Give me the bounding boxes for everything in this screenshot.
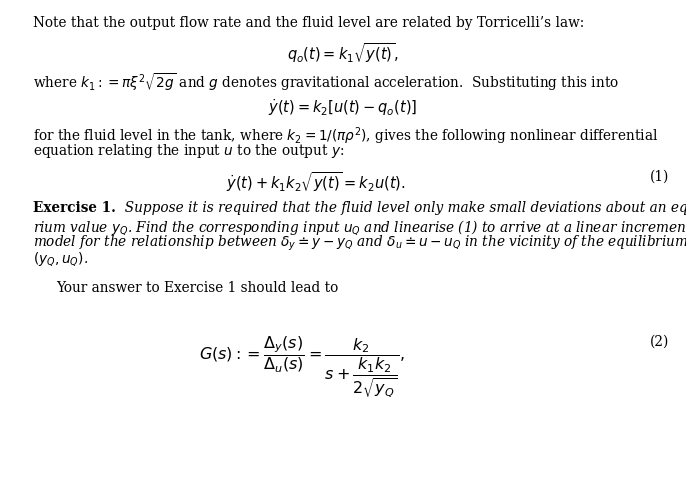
Text: for the fluid level in the tank, where $k_2 = 1/(\pi\rho^2)$, gives the followin: for the fluid level in the tank, where $… — [33, 125, 658, 147]
Text: (1): (1) — [650, 170, 669, 184]
Text: $q_o(t) = k_1\sqrt{y(t)},$: $q_o(t) = k_1\sqrt{y(t)},$ — [287, 41, 399, 65]
Text: $\dot{y}(t) + k_1k_2\sqrt{y(t)} = k_2u(t).$: $\dot{y}(t) + k_1k_2\sqrt{y(t)} = k_2u(t… — [226, 170, 405, 194]
Text: equation relating the input $u$ to the output $y$:: equation relating the input $u$ to the o… — [33, 142, 344, 161]
Text: $\dot{y}(t) = k_2[u(t) - q_o(t)]$: $\dot{y}(t) = k_2[u(t) - q_o(t)]$ — [268, 97, 418, 118]
Text: Your answer to Exercise 1 should lead to: Your answer to Exercise 1 should lead to — [56, 281, 338, 295]
Text: model for the relationship between $\delta_y \doteq y - y_Q$ and $\delta_u \dote: model for the relationship between $\del… — [33, 234, 686, 253]
Text: Note that the output flow rate and the fluid level are related by Torricelli’s l: Note that the output flow rate and the f… — [33, 16, 584, 30]
Text: where $k_1 := \pi\xi^2\sqrt{2g}$ and $g$ denotes gravitational acceleration.  Su: where $k_1 := \pi\xi^2\sqrt{2g}$ and $g$… — [33, 71, 619, 93]
Text: $(y_Q, u_Q)$.: $(y_Q, u_Q)$. — [33, 250, 88, 268]
Text: $G(s) := \dfrac{\Delta_y(s)}{\Delta_u(s)} = \dfrac{k_2}{s + \dfrac{k_1 k_2}{2\sq: $G(s) := \dfrac{\Delta_y(s)}{\Delta_u(s)… — [199, 335, 405, 400]
Text: rium value $y_Q$. Find the corresponding input $u_Q$ and linearise (1) to arrive: rium value $y_Q$. Find the corresponding… — [33, 218, 686, 237]
Text: Suppose it is required that the fluid level only make small deviations about an : Suppose it is required that the fluid le… — [116, 201, 686, 216]
Text: (2): (2) — [650, 335, 669, 349]
Text: Exercise 1.: Exercise 1. — [33, 201, 116, 216]
